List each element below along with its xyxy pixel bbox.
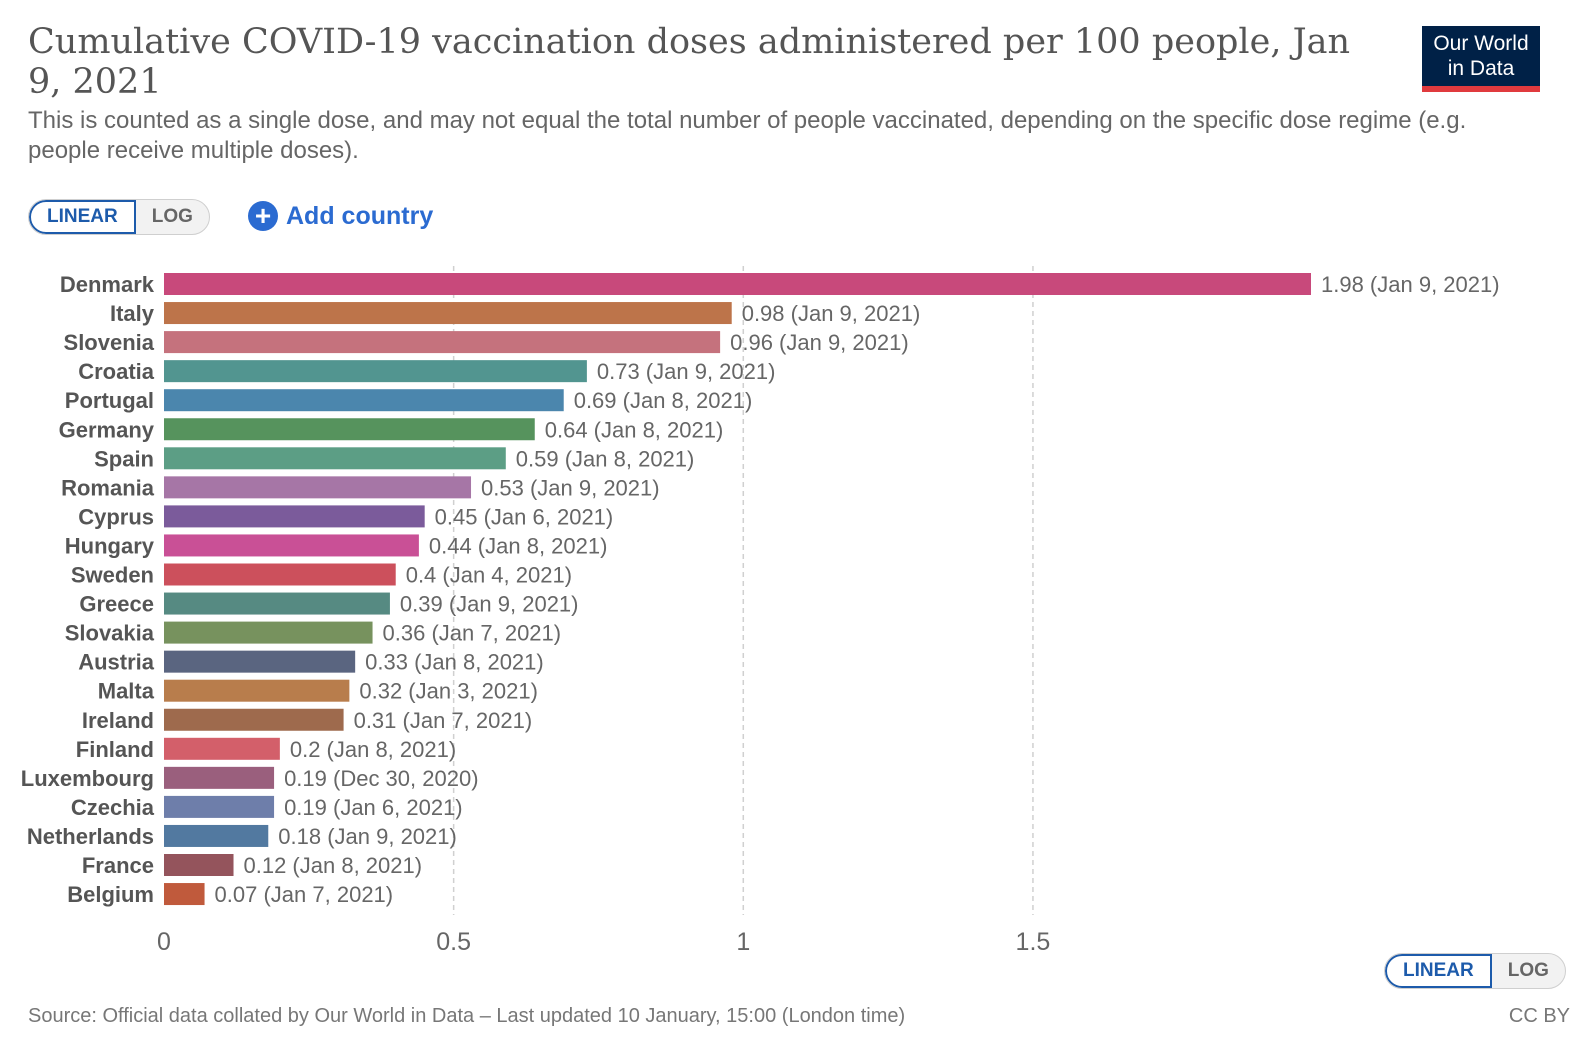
bar — [164, 708, 344, 731]
value-label: 0.4 (Jan 4, 2021) — [406, 563, 572, 588]
bar — [164, 824, 269, 847]
bar — [164, 302, 732, 325]
owid-logo[interactable]: Our World in Data — [1422, 26, 1540, 92]
country-label: Slovenia — [64, 330, 155, 355]
country-label: Netherlands — [27, 824, 154, 849]
bar — [164, 679, 350, 702]
value-label: 1.98 (Jan 9, 2021) — [1321, 272, 1500, 297]
value-label: 0.59 (Jan 8, 2021) — [516, 446, 695, 471]
value-label: 0.96 (Jan 9, 2021) — [730, 330, 909, 355]
country-label: Denmark — [60, 272, 155, 297]
scale-toggle-bottom: LINEAR LOG — [1384, 953, 1566, 989]
value-label: 0.53 (Jan 9, 2021) — [481, 475, 660, 500]
bar-chart: 0 0.5 1 1.5 Denmark 1.98 (Jan 9, 2021) Italy 0.… — [21, 266, 1500, 956]
value-label: 0.2 (Jan 8, 2021) — [290, 737, 456, 762]
value-label: 0.39 (Jan 9, 2021) — [400, 592, 579, 617]
log-scale-button[interactable]: LOG — [151, 206, 193, 227]
value-label: 0.45 (Jan 6, 2021) — [435, 504, 614, 529]
bar — [164, 447, 506, 470]
country-label: Sweden — [71, 563, 154, 588]
bar — [164, 476, 472, 499]
country-label: Hungary — [65, 533, 155, 558]
value-label: 0.07 (Jan 7, 2021) — [215, 882, 394, 907]
country-label: Austria — [78, 650, 155, 675]
source-note: Source: Official data collated by Our Wo… — [28, 1005, 906, 1027]
x-tick-label: 1 — [736, 928, 750, 956]
country-label: Croatia — [78, 359, 155, 384]
bar — [164, 273, 1311, 295]
bar — [164, 766, 275, 789]
country-label: Czechia — [71, 795, 155, 820]
value-label: 0.64 (Jan 8, 2021) — [545, 417, 724, 442]
x-tick-label: 1.5 — [1016, 928, 1051, 956]
logo-line-2: in Data — [1447, 57, 1515, 80]
value-label: 0.44 (Jan 8, 2021) — [429, 533, 608, 558]
plus-circle-icon: + — [248, 201, 278, 231]
x-tick-label: 0.5 — [436, 928, 471, 956]
country-label: Spain — [94, 446, 154, 471]
bar — [164, 360, 587, 383]
bar — [164, 534, 419, 557]
country-label: Finland — [76, 737, 154, 762]
bar — [164, 621, 373, 644]
linear-scale-button-bottom[interactable]: LINEAR — [1385, 954, 1492, 988]
logo-line-1: Our World — [1433, 32, 1529, 55]
bar — [164, 592, 390, 615]
add-country-button[interactable]: + Add country — [248, 201, 433, 231]
country-label: Ireland — [82, 708, 154, 733]
chart-subtitle: This is counted as a single dose, and ma… — [28, 107, 1467, 164]
value-label: 0.19 (Jan 6, 2021) — [284, 795, 463, 820]
value-label: 0.32 (Jan 3, 2021) — [359, 679, 538, 704]
add-country-label: Add country — [286, 201, 434, 230]
bar — [164, 854, 234, 876]
bar — [164, 563, 396, 586]
bar — [164, 883, 205, 906]
bar — [164, 795, 275, 818]
country-label: Malta — [98, 679, 155, 704]
country-label: Portugal — [65, 388, 154, 413]
value-label: 0.36 (Jan 7, 2021) — [383, 621, 562, 646]
value-label: 0.98 (Jan 9, 2021) — [742, 301, 921, 326]
value-label: 0.31 (Jan 7, 2021) — [354, 708, 533, 733]
value-label: 0.73 (Jan 9, 2021) — [597, 359, 776, 384]
x-tick-label: 0 — [157, 928, 171, 956]
license-link[interactable]: CC BY — [1508, 1005, 1570, 1027]
country-label: France — [82, 853, 154, 878]
bar — [164, 331, 721, 354]
bar — [164, 418, 535, 441]
bar — [164, 650, 356, 673]
country-label: Italy — [110, 301, 155, 326]
country-label: Slovakia — [65, 621, 155, 646]
value-label: 0.19 (Dec 30, 2020) — [284, 766, 478, 791]
log-scale-button-bottom[interactable]: LOG — [1507, 960, 1549, 981]
value-label: 0.12 (Jan 8, 2021) — [244, 853, 423, 878]
bar — [164, 389, 564, 412]
country-label: Belgium — [67, 882, 154, 907]
country-label: Germany — [59, 417, 155, 442]
country-label: Cyprus — [78, 504, 154, 529]
bar — [164, 505, 425, 528]
country-label: Romania — [61, 475, 155, 500]
country-label: Luxembourg — [21, 766, 154, 791]
scale-toggle-top: LINEAR LOG — [28, 199, 210, 235]
value-label: 0.69 (Jan 8, 2021) — [574, 388, 753, 413]
country-label: Greece — [79, 592, 154, 617]
linear-scale-button[interactable]: LINEAR — [29, 200, 136, 234]
chart-title: Cumulative COVID-19 vaccination doses ad… — [28, 22, 1351, 102]
bar — [164, 737, 280, 760]
value-label: 0.33 (Jan 8, 2021) — [365, 650, 544, 675]
value-label: 0.18 (Jan 9, 2021) — [278, 824, 457, 849]
